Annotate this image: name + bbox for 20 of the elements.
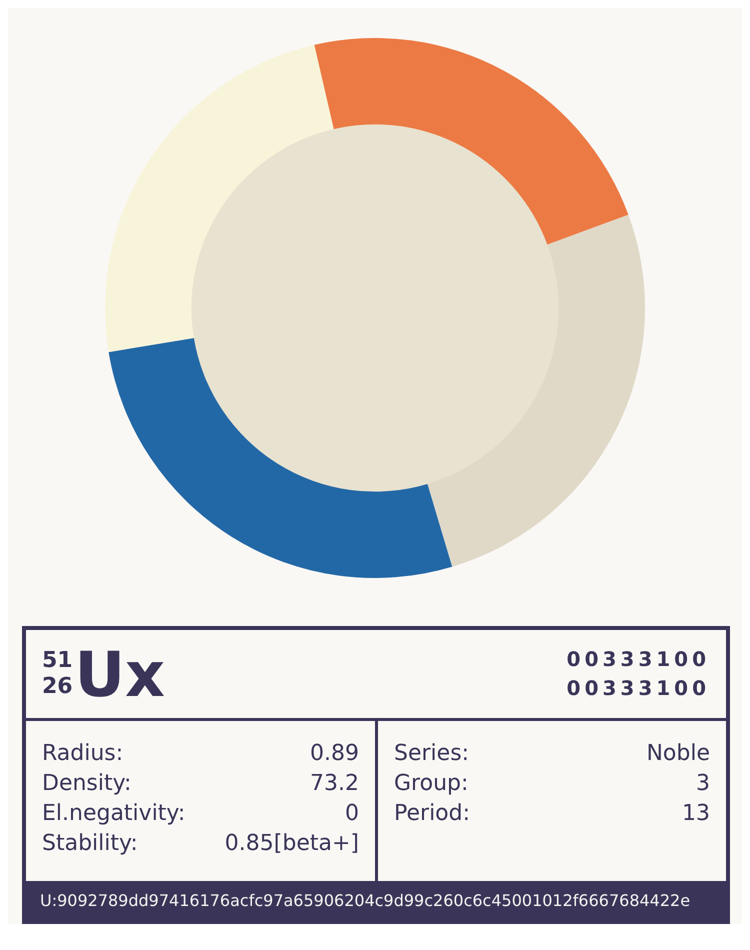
- text: Group:: [394, 770, 468, 798]
- text: 13: [682, 800, 710, 828]
- text: 0: [345, 800, 359, 828]
- text: 00333100: [566, 675, 710, 702]
- text: Series:: [394, 740, 470, 768]
- text: 0.89: [310, 740, 359, 768]
- text: Density:: [42, 770, 132, 798]
- text: U:9092789dd97416176acfc97a65906204c9d99c260c6c45001012f6667684422e: [26, 881, 726, 920]
- text: 3: [696, 770, 710, 798]
- text: Ux: [74, 638, 165, 710]
- text: 26: [42, 674, 73, 700]
- text: Radius:: [42, 740, 124, 768]
- text: Stability:: [42, 830, 138, 858]
- text: Noble: [646, 740, 710, 768]
- text: 73.2: [310, 770, 359, 798]
- text: 00333100: [566, 646, 710, 673]
- text: 0.85[beta+]: [224, 830, 359, 858]
- text: 51: [42, 648, 73, 674]
- text: Period:: [394, 800, 470, 828]
- text: El.negativity:: [42, 800, 186, 828]
